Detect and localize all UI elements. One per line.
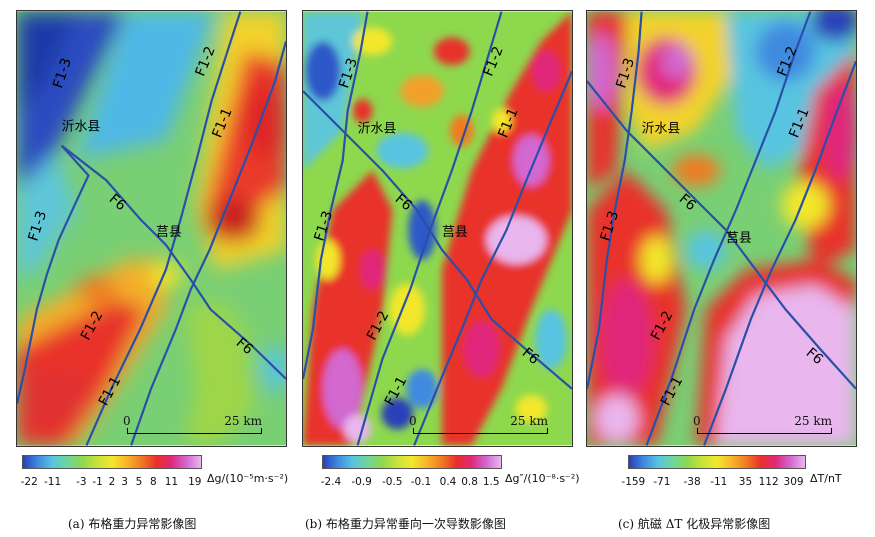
scale-bar: 0 25 km [409,414,548,438]
colorbar-unit-derivative: Δg″/(10⁻⁸·s⁻²) [505,472,580,485]
tick-label: 35 [738,476,753,488]
fault-lines [303,11,572,446]
scale-start-label: 0 [409,414,417,428]
scale-tick [547,428,548,434]
tick-label: -3 [76,476,87,488]
tick-label: 0.8 [461,476,478,488]
colorbar-derivative [322,455,502,469]
town-label-juxian: 莒县 [156,225,182,240]
tick-label: 309 [783,476,804,488]
scale-start-label: 0 [693,414,701,428]
scale-tick [261,428,262,434]
county-label-yishui: 沂水县 [642,122,681,137]
colorbar-ticks-magnetic: -159 -71 -38 -11 35 112 309 [621,476,806,492]
tick-label: 5 [135,476,143,488]
tick-label: 112 [758,476,779,488]
tick-label: 3 [121,476,128,488]
fault-lines [587,11,856,446]
tick-label: -22 [20,476,38,488]
scale-tick [413,428,414,434]
scale-end-label: 25 km [794,414,832,428]
colorbar-ticks-derivative: -2.4 -0.9 -0.5 -0.1 0.4 0.8 1.5 [320,476,502,492]
tick-label: -11 [44,476,62,488]
caption-b: (b) 布格重力异常垂向一次导数影像图 [305,517,506,531]
tick-label: 8 [150,476,157,488]
fault-lines [17,11,286,446]
tick-label: -0.1 [410,476,432,488]
scale-line [697,433,832,434]
colorbar-magnetic [628,455,806,469]
tick-label: 19 [188,476,202,488]
tick-label: 11 [164,476,179,488]
tick-label: -0.9 [351,476,372,488]
scale-tick [697,428,698,434]
tick-label: -38 [683,476,701,488]
scale-line [413,433,548,434]
county-label-yishui: 沂水县 [62,120,101,135]
tick-label: 1.5 [482,476,500,488]
tick-label: -2.4 [320,476,342,488]
caption-a: (a) 布格重力异常影像图 [68,517,197,531]
tick-label: -159 [621,476,646,488]
map-panel-bouguer: 沂水县 莒县 F1-3 F1-2 F1-1 F6 F1-3 F1-2 F1-1 … [16,10,287,447]
scale-bar: 0 25 km [123,414,262,438]
scale-end-label: 25 km [224,414,262,428]
county-label-yishui: 沂水县 [358,122,397,137]
tick-label: 0.4 [439,476,457,488]
tick-label: -0.5 [381,476,403,488]
tick-label: -71 [653,476,671,488]
colorbar-unit-magnetic: ΔT/nT [810,472,842,485]
scale-start-label: 0 [123,414,131,428]
colorbar-ticks-gravity: -22 -11 -3 -1 2 3 5 8 11 19 [20,476,202,492]
town-label-juxian: 莒县 [726,231,752,246]
tick-label: -1 [92,476,103,488]
scale-end-label: 25 km [510,414,548,428]
caption-c: (c) 航磁 ΔT 化极异常影像图 [618,517,771,531]
tick-label: 2 [108,476,116,488]
scale-bar: 0 25 km [693,414,832,438]
scale-tick [127,428,128,434]
map-panel-vertical-derivative: 沂水县 莒县 F1-3 F1-2 F1-1 F6 F1-3 F1-2 F1-1 … [302,10,573,447]
colorbar-unit-gravity: Δg/(10⁻⁵m·s⁻²) [207,472,289,485]
colorbar-gravity [22,455,202,469]
scale-tick [831,428,832,434]
town-label-juxian: 莒县 [442,225,468,240]
derivative-anomaly-image: 沂水县 莒县 F1-3 F1-2 F1-1 F6 F1-3 F1-2 F1-1 … [303,11,572,446]
gravity-anomaly-image: 沂水县 莒县 F1-3 F1-2 F1-1 F6 F1-3 F1-2 F1-1 … [17,11,286,446]
magnetic-anomaly-image: 沂水县 莒县 F1-3 F1-2 F1-1 F6 F1-3 F1-2 F1-1 … [587,11,856,446]
scale-line [127,433,262,434]
map-panel-aeromagnetic: 沂水县 莒县 F1-3 F1-2 F1-1 F6 F1-3 F1-2 F1-1 … [586,10,857,447]
tick-label: -11 [710,476,728,488]
